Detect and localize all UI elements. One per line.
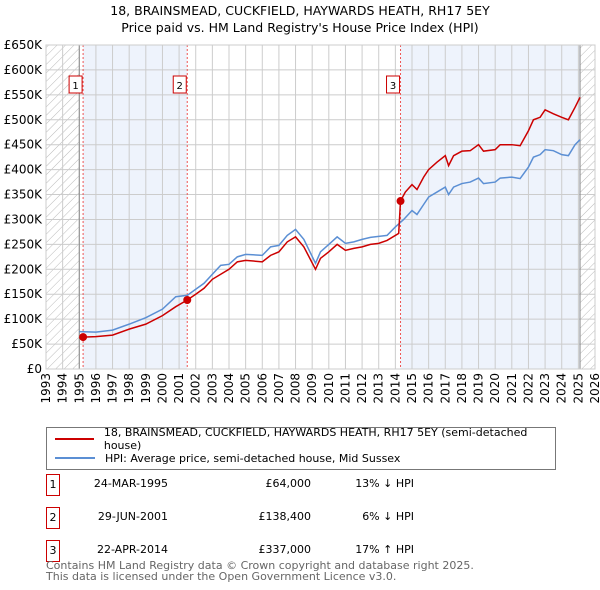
ownership-shade bbox=[83, 45, 188, 369]
transaction-hpi-diff: 6% ↓ HPI bbox=[362, 510, 414, 523]
transaction-marker: 3 bbox=[46, 540, 60, 562]
hatched-region-future bbox=[580, 45, 595, 369]
plot-area: £0 £50K £100K £150K £200K £250K £300K £350K £400… bbox=[4, 38, 600, 404]
transaction-row: 1 24-MAR-1995 £64,000 13% ↓ HPI bbox=[46, 474, 446, 496]
x-tick-label: 2023 bbox=[538, 373, 552, 404]
y-tick-label: £450K bbox=[4, 138, 44, 152]
x-tick-label: 2021 bbox=[505, 373, 519, 404]
x-tick-label: 1998 bbox=[122, 373, 136, 404]
x-tick-label: 2014 bbox=[388, 373, 402, 404]
transaction-marker: 1 bbox=[46, 474, 60, 496]
x-tick-label: 1993 bbox=[39, 373, 53, 404]
sale-point bbox=[396, 197, 405, 206]
legend-item-hpi: HPI: Average price, semi-detached house,… bbox=[55, 450, 400, 466]
sale-label-box bbox=[172, 75, 187, 94]
y-tick-label: £250K bbox=[4, 237, 44, 251]
hpi-line bbox=[79, 139, 581, 333]
x-tick-label: 2020 bbox=[488, 373, 502, 404]
x-tick-label: 2008 bbox=[289, 373, 303, 404]
x-tick-label: 2015 bbox=[405, 373, 419, 404]
x-tick-label: 2001 bbox=[172, 373, 186, 404]
x-tick-label: 1994 bbox=[56, 373, 70, 404]
transaction-date: 22-APR-2014 bbox=[96, 543, 168, 556]
chart-title: 18, BRAINSMEAD, CUCKFIELD, HAYWARDS HEAT… bbox=[110, 3, 490, 18]
x-tick-label: 1995 bbox=[72, 373, 86, 404]
sale-label-box bbox=[68, 75, 83, 94]
footer-licence: This data is licensed under the Open Gov… bbox=[46, 570, 397, 583]
x-tick-label: 2002 bbox=[189, 373, 203, 404]
x-tick-label: 2025 bbox=[571, 373, 585, 404]
transaction-date: 29-JUN-2001 bbox=[97, 510, 168, 523]
y-tick-label: £600K bbox=[4, 63, 44, 77]
sale-label: 1 bbox=[72, 81, 78, 92]
plot-border bbox=[45, 44, 596, 370]
x-tick-label: 2016 bbox=[422, 373, 436, 404]
x-tick-label: 2011 bbox=[338, 373, 352, 404]
transaction-price: £337,000 bbox=[258, 543, 312, 556]
sale-point bbox=[79, 333, 88, 342]
legend-swatch-blue bbox=[55, 457, 95, 459]
x-tick-label: 2005 bbox=[239, 373, 253, 404]
x-tick-label: 2024 bbox=[555, 373, 569, 404]
x-tick-label: 2003 bbox=[205, 373, 219, 404]
sale-label-box bbox=[386, 75, 401, 94]
transaction-row: 3 22-APR-2014 £337,000 17% ↑ HPI bbox=[46, 540, 446, 562]
legend-swatch-red bbox=[55, 438, 94, 440]
y-tick-label: £500K bbox=[4, 113, 44, 127]
x-tick-label: 2013 bbox=[372, 373, 386, 404]
x-tick-label: 2017 bbox=[438, 373, 452, 404]
y-tick-label: £0 bbox=[27, 362, 42, 376]
y-tick-label: £200K bbox=[4, 262, 44, 276]
transaction-price: £64,000 bbox=[265, 477, 312, 490]
x-tick-label: 2009 bbox=[305, 373, 319, 404]
chart-subtitle: Price paid vs. HM Land Registry's House … bbox=[121, 20, 479, 35]
price-paid-line bbox=[83, 97, 581, 338]
transaction-marker: 2 bbox=[46, 507, 60, 529]
y-tick-label: £100K bbox=[4, 312, 44, 326]
x-tick-label: 2026 bbox=[588, 373, 600, 404]
y-tick-label: £150K bbox=[4, 287, 44, 301]
transaction-hpi-diff: 13% ↓ HPI bbox=[355, 477, 414, 490]
transaction-row: 2 29-JUN-2001 £138,400 6% ↓ HPI bbox=[46, 507, 446, 529]
x-tick-label: 2012 bbox=[355, 373, 369, 404]
legend: 18, BRAINSMEAD, CUCKFIELD, HAYWARDS HEAT… bbox=[46, 426, 556, 470]
x-tick-label: 2018 bbox=[455, 373, 469, 404]
x-tick-label: 2010 bbox=[322, 373, 336, 404]
ownership-shade bbox=[400, 45, 581, 369]
x-tick-label: 1999 bbox=[139, 373, 153, 404]
x-tick-label: 2000 bbox=[155, 373, 169, 404]
sale-label: 3 bbox=[390, 81, 396, 92]
y-tick-label: £350K bbox=[4, 188, 44, 202]
y-tick-label: £300K bbox=[4, 212, 44, 226]
transaction-price: £138,400 bbox=[258, 510, 312, 523]
y-tick-label: £550K bbox=[4, 88, 44, 102]
sale-label: 2 bbox=[177, 81, 183, 92]
x-tick-label: 2019 bbox=[472, 373, 486, 404]
x-tick-label: 1997 bbox=[106, 373, 120, 404]
legend-label: HPI: Average price, semi-detached house,… bbox=[105, 451, 401, 465]
legend-item-property: 18, BRAINSMEAD, CUCKFIELD, HAYWARDS HEAT… bbox=[55, 426, 555, 452]
sale-point bbox=[183, 296, 192, 305]
y-tick-label: £650K bbox=[4, 38, 44, 52]
x-tick-label: 2022 bbox=[521, 373, 535, 404]
transaction-hpi-diff: 17% ↑ HPI bbox=[355, 543, 414, 556]
footer-copyright: Contains HM Land Registry data © Crown c… bbox=[46, 559, 474, 572]
transaction-date: 24-MAR-1995 bbox=[93, 477, 168, 490]
y-tick-label: £50K bbox=[11, 337, 43, 351]
x-tick-label: 2007 bbox=[272, 373, 286, 404]
x-tick-label: 2006 bbox=[255, 373, 269, 404]
y-tick-label: £400K bbox=[4, 163, 44, 177]
legend-label: 18, BRAINSMEAD, CUCKFIELD, HAYWARDS HEAT… bbox=[103, 426, 528, 452]
x-tick-label: 2004 bbox=[222, 373, 236, 404]
x-tick-label: 1996 bbox=[89, 373, 103, 404]
